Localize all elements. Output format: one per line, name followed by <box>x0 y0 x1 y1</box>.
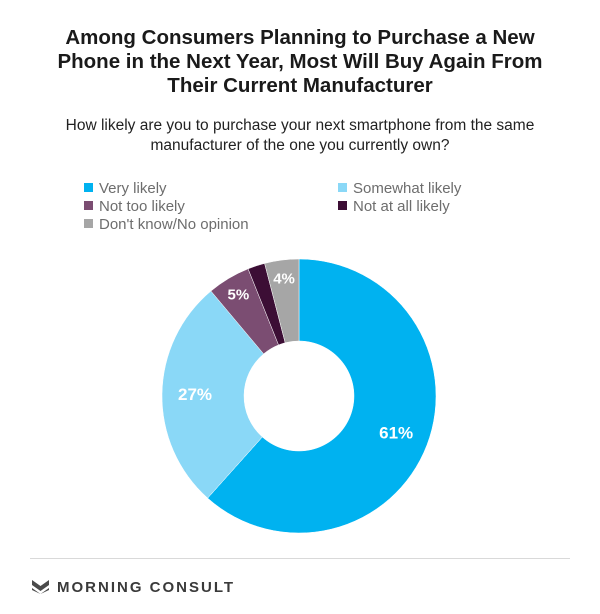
footer-divider <box>30 558 570 559</box>
footer: MORNING CONSULT <box>32 577 235 597</box>
morning-consult-logo-icon <box>32 580 49 594</box>
chart-subtitle: How likely are you to purchase your next… <box>0 116 600 156</box>
slice-value-label: 61% <box>379 424 413 443</box>
footer-brand: MORNING CONSULT <box>57 578 236 596</box>
slice-value-label: 27% <box>178 385 212 404</box>
legend-label: Not too likely <box>99 198 185 215</box>
legend-item-somewhat-likely: Somewhat likely <box>338 180 461 198</box>
legend-label: Not at all likely <box>353 198 450 215</box>
donut-slice-somewhat-likely <box>161 290 264 499</box>
chart-subtitle-line: manufacturer of the one you currently ow… <box>150 137 450 154</box>
donut-slice-very-likely <box>207 258 437 534</box>
chart-title-line: Among Consumers Planning to Purchase a N… <box>65 26 535 49</box>
legend-label: Somewhat likely <box>353 180 462 197</box>
donut-chart: 61% 27% 5% 4% <box>161 258 437 534</box>
legend-swatch <box>84 201 93 210</box>
chart-title: Among Consumers Planning to Purchase a N… <box>0 26 600 98</box>
legend-item-not-at-all-likely: Not at all likely <box>338 198 450 216</box>
slice-value-label: 5% <box>228 286 250 303</box>
legend-swatch <box>84 183 93 192</box>
legend-swatch <box>338 183 347 192</box>
donut-slice-don-t-know-no-opinion <box>264 258 300 344</box>
legend-item-dont-know: Don't know/No opinion <box>84 216 249 234</box>
legend-label: Very likely <box>99 180 167 197</box>
chart-subtitle-line: How likely are you to purchase your next… <box>65 117 535 134</box>
legend-swatch <box>84 219 93 228</box>
legend-label: Don't know/No opinion <box>99 216 249 233</box>
legend-swatch <box>338 201 347 210</box>
legend-item-very-likely: Very likely <box>84 180 167 198</box>
chart-legend: Very likely Somewhat likely Not too like… <box>84 180 544 236</box>
chart-title-line: Phone in the Next Year, Most Will Buy Ag… <box>57 50 543 73</box>
slice-value-label: 4% <box>273 270 295 287</box>
chart-title-line: Their Current Manufacturer <box>167 74 433 97</box>
legend-item-not-too-likely: Not too likely <box>84 198 185 216</box>
